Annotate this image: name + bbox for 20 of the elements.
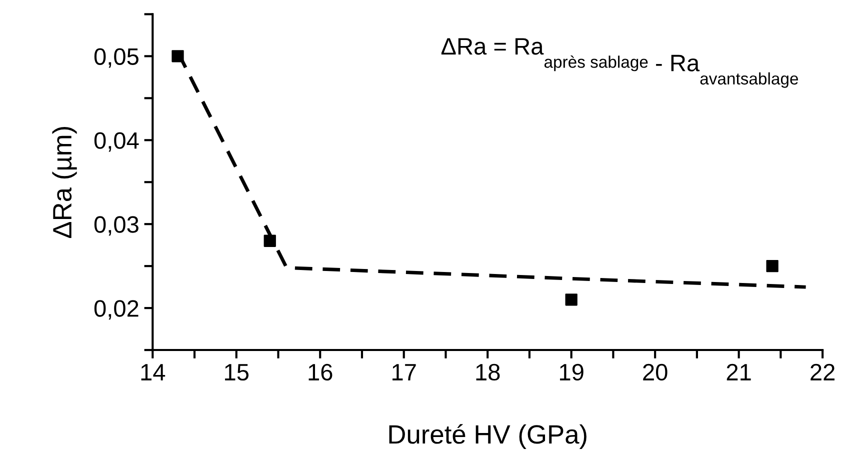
- x-tick-label: 19: [560, 364, 584, 381]
- x-tick-label: 14: [141, 364, 166, 380]
- x-axis-title: Dureté HV (GPa): [389, 424, 586, 449]
- x-tick-label: 16: [308, 364, 332, 381]
- point: [264, 234, 276, 247]
- y-tick-label: 0,04: [94, 132, 139, 152]
- x-tick-label: 18: [476, 364, 500, 381]
- point: [565, 294, 578, 306]
- y-tick-label: 0,05: [94, 48, 138, 68]
- x-tick-label: 17: [392, 364, 416, 380]
- x-tick-label: 21: [726, 364, 751, 380]
- point: [172, 50, 184, 62]
- y-tick-label: 0,03: [94, 216, 138, 236]
- point: [766, 260, 778, 272]
- y-axis-title: ΔRa (µm): [52, 127, 77, 238]
- y-tick-label: 0,02: [94, 300, 138, 320]
- x-tick-label: 20: [643, 364, 668, 381]
- x-tick-label: 15: [225, 364, 249, 381]
- x-tick-label: 22: [810, 364, 835, 380]
- annotation: ΔRa = Raaprès sablage - Raavantsablage: [441, 38, 798, 88]
